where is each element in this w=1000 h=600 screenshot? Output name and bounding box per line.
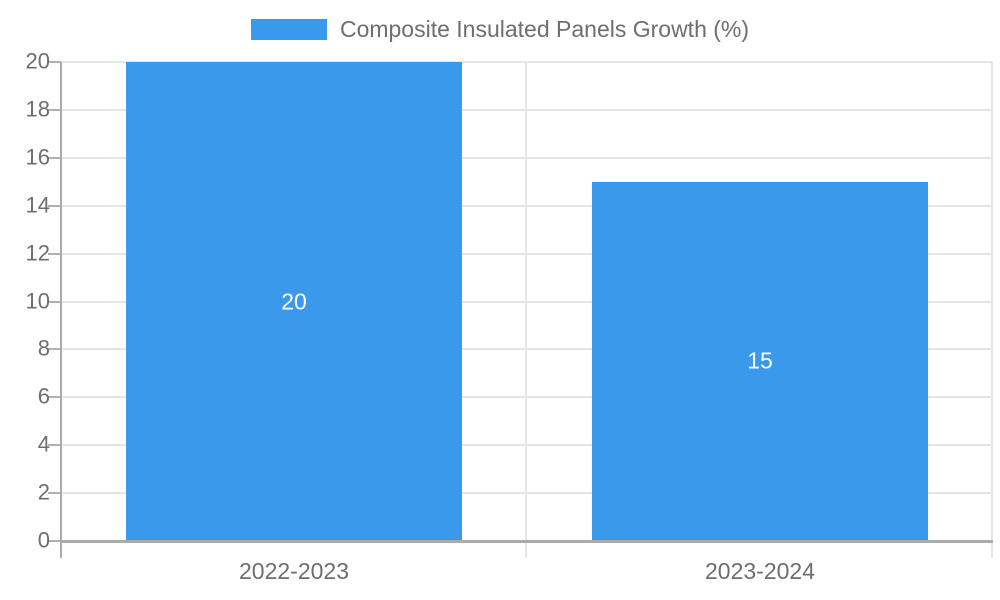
y-axis-label: 20: [25, 48, 50, 74]
y-axis-label: 10: [25, 287, 50, 313]
y-axis-tick: [48, 396, 61, 399]
y-axis-line: [60, 62, 62, 558]
bar-value-label: 20: [281, 288, 307, 314]
x-axis-line: [61, 540, 993, 543]
gridline: [61, 252, 993, 255]
y-axis-label: 16: [25, 144, 50, 170]
y-axis-label: 0: [37, 527, 50, 553]
bar-value-label: 15: [747, 347, 773, 374]
category-separator: [525, 62, 527, 558]
y-axis-label: 8: [37, 335, 50, 361]
x-axis-label: 2023-2024: [705, 558, 815, 584]
legend-label[interactable]: Composite Insulated Panels Growth (%): [339, 16, 750, 42]
y-axis-tick: [48, 252, 61, 255]
y-axis-label: 14: [25, 192, 50, 218]
y-axis-label: 4: [37, 431, 50, 457]
bar-2023-2024[interactable]: 15: [592, 181, 928, 541]
gridline: [61, 396, 993, 399]
y-axis-tick: [48, 444, 61, 447]
legend-swatch[interactable]: [250, 19, 327, 40]
y-axis-label: 18: [25, 96, 50, 122]
gridline: [61, 444, 993, 447]
y-axis-tick: [48, 204, 61, 207]
y-axis-tick: [48, 348, 61, 351]
y-axis-label: 12: [25, 240, 50, 266]
gridline: [61, 156, 993, 159]
gridline: [61, 61, 993, 63]
legend[interactable]: Composite Insulated Panels Growth (%): [0, 16, 1000, 43]
plot-right-border: [991, 62, 993, 558]
bar-2022-2023[interactable]: 20: [126, 62, 462, 541]
y-axis-tick: [48, 108, 61, 111]
y-axis-tick: [48, 492, 61, 495]
gridline: [61, 108, 993, 111]
gridline: [61, 348, 993, 351]
y-axis-tick: [48, 300, 61, 303]
y-axis-tick: [48, 156, 61, 159]
y-axis-label: 2: [37, 479, 50, 505]
y-axis-label: 6: [37, 383, 50, 409]
gridline: [61, 204, 993, 207]
y-axis-tick: [48, 540, 61, 542]
gridline: [61, 492, 993, 495]
y-axis-tick: [48, 61, 61, 63]
x-axis-label: 2022-2023: [239, 558, 349, 584]
gridline: [61, 300, 993, 303]
